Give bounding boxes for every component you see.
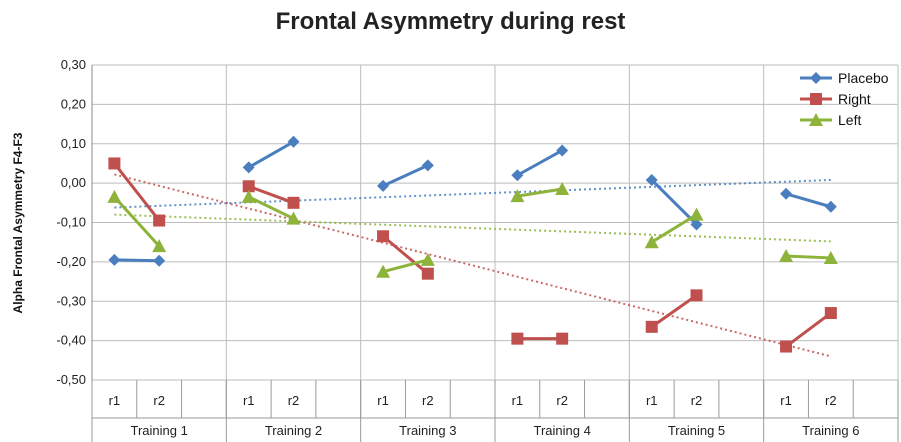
series-line-placebo — [785, 192, 832, 209]
x-tick-label-session: r1 — [377, 393, 389, 408]
data-point-placebo — [511, 169, 524, 182]
data-point-left — [779, 248, 794, 262]
data-point-right — [287, 196, 300, 209]
series-line-left — [248, 195, 295, 220]
data-point-placebo — [108, 253, 121, 266]
series-line-right — [382, 235, 429, 275]
data-point-placebo — [645, 173, 658, 186]
series-line-left — [517, 187, 563, 198]
trendline-placebo — [114, 178, 831, 209]
data-point-left — [152, 239, 167, 253]
data-point-placebo — [153, 254, 166, 267]
y-tick-label: -0,30 — [56, 293, 86, 308]
data-point-placebo — [421, 159, 434, 172]
y-tick-label: 0,20 — [61, 96, 86, 111]
x-tick-label-group: Training 4 — [534, 423, 591, 438]
data-point-right — [824, 307, 837, 320]
x-tick-label-session: r1 — [780, 393, 792, 408]
trend-lines — [114, 173, 832, 358]
y-tick-label: 0,30 — [61, 57, 86, 72]
x-tick-label-group: Training 6 — [802, 423, 859, 438]
trendline-left — [114, 213, 831, 243]
axes: 0,30 0,20 0,10 0,00 -0,10 -0,20 -0,30 -0,40 -0,5… — [56, 57, 899, 442]
y-tick-label: -0,40 — [56, 333, 86, 348]
legend: Placebo Right Left — [800, 70, 889, 128]
x-tick-label-session: r2 — [422, 393, 434, 408]
series-line-right — [650, 294, 698, 329]
series-line-placebo — [247, 140, 295, 169]
data-point-left — [286, 211, 301, 225]
data-point-left — [376, 264, 391, 278]
series-line-left — [382, 258, 429, 274]
data-point-placebo — [556, 144, 569, 157]
x-tick-label-group: Training 3 — [399, 423, 456, 438]
series-line-left — [113, 195, 161, 248]
y-tick-label: -0,10 — [56, 215, 86, 230]
x-tick-label-session: r1 — [646, 393, 658, 408]
x-tick-label-group: Training 5 — [668, 423, 725, 438]
data-point-left — [644, 235, 659, 249]
trendline-right — [114, 173, 832, 358]
data-point-placebo — [690, 218, 703, 231]
data-point-left — [107, 189, 122, 203]
series-line-left — [785, 254, 831, 260]
x-tick-label-session: r1 — [512, 393, 524, 408]
legend-label-right: Right — [838, 91, 871, 107]
y-tick-label: 0,00 — [61, 175, 86, 190]
x-tick-label-session: r2 — [288, 393, 300, 408]
data-point-right — [242, 180, 255, 193]
legend-label-placebo: Placebo — [838, 70, 889, 86]
data-point-right — [377, 230, 390, 243]
data-point-left — [510, 189, 525, 203]
data-point-right — [511, 332, 524, 345]
data-point-left — [823, 250, 838, 264]
series-line-placebo — [516, 149, 563, 177]
data-point-left — [420, 252, 435, 266]
x-tick-label-session: r2 — [825, 393, 837, 408]
legend-marker-left — [809, 113, 823, 126]
data-point-right — [421, 267, 434, 280]
data-point-left — [689, 207, 704, 221]
x-tick-label-session: r2 — [556, 393, 568, 408]
series-lines — [107, 135, 838, 353]
data-point-placebo — [780, 187, 793, 200]
chart-title: Frontal Asymmetry during rest — [275, 8, 626, 35]
y-tick-label: 0,10 — [61, 136, 86, 151]
series-line-right — [248, 184, 295, 205]
series-line-placebo — [650, 178, 698, 226]
data-point-right — [153, 214, 166, 227]
legend-marker-placebo — [810, 72, 822, 84]
x-tick-label-group: Training 1 — [131, 423, 188, 438]
series-line-right — [113, 162, 161, 222]
data-point-right — [690, 289, 703, 302]
data-point-right — [556, 332, 569, 345]
data-point-placebo — [287, 135, 300, 148]
grid-lines — [91, 64, 899, 381]
y-tick-label: -0,20 — [56, 254, 86, 269]
legend-marker-right — [810, 93, 822, 105]
data-point-left — [241, 189, 256, 203]
data-point-placebo — [242, 161, 255, 174]
data-point-left — [555, 182, 570, 196]
x-tick-label-session: r1 — [243, 393, 255, 408]
x-tick-label-group: Training 2 — [265, 423, 322, 438]
data-point-placebo — [824, 200, 837, 213]
data-point-placebo — [377, 179, 390, 192]
data-point-right — [780, 340, 793, 353]
y-axis-label: Alpha Frontal Asymmetry F4-F3 — [11, 132, 25, 313]
legend-label-left: Left — [838, 112, 861, 128]
series-line-left — [650, 213, 698, 244]
series-line-placebo — [114, 258, 160, 263]
y-tick-label: -0,50 — [56, 372, 86, 387]
x-tick-label-session: r2 — [691, 393, 703, 408]
x-tick-label-session: r1 — [109, 393, 121, 408]
data-point-right — [108, 157, 121, 170]
x-tick-label-session: r2 — [153, 393, 165, 408]
series-line-right — [785, 311, 832, 348]
data-point-right — [645, 320, 658, 333]
series-line-placebo — [382, 164, 429, 188]
